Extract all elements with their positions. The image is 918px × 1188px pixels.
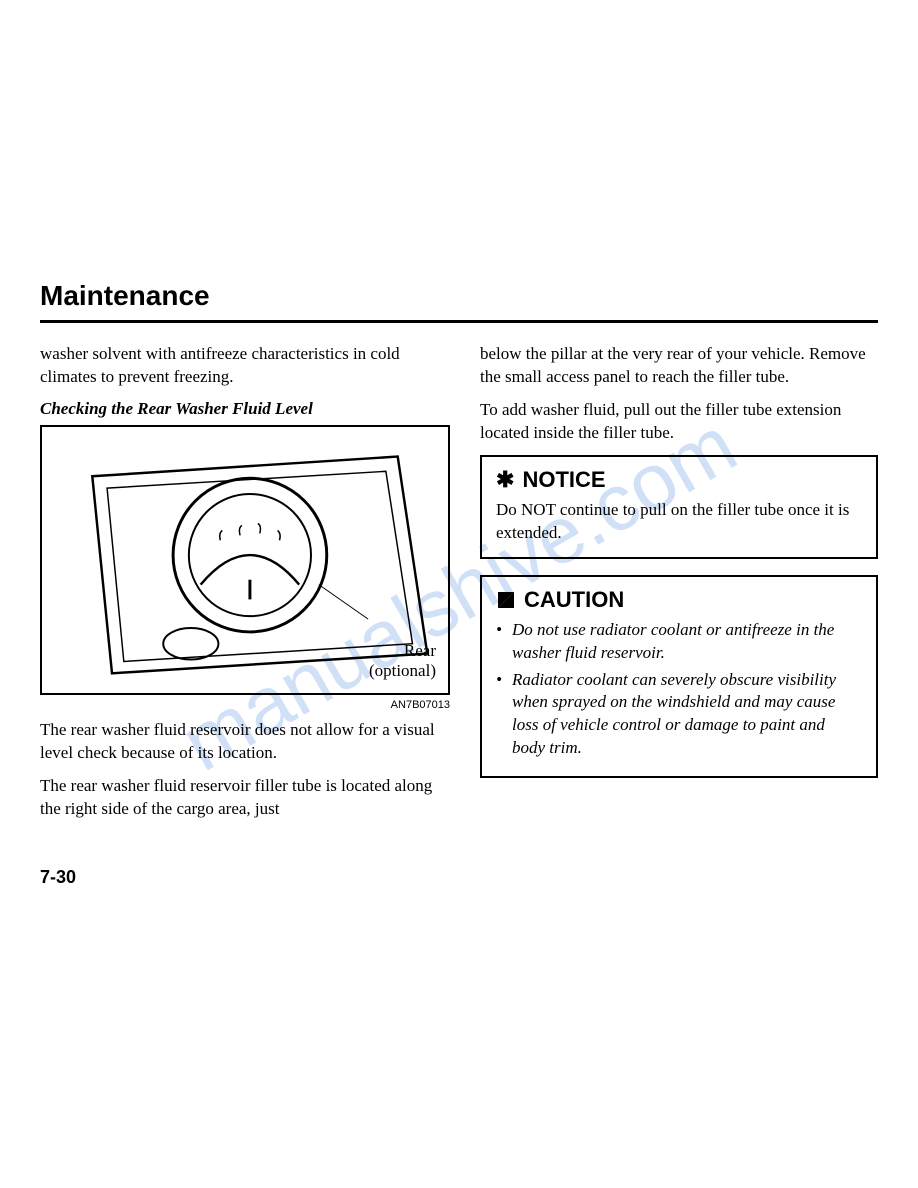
left-column: washer solvent with antifreeze character…: [40, 343, 450, 831]
washer-cap-figure: Rear (optional): [40, 425, 450, 695]
left-para-2: The rear washer fluid reservoir filler t…: [40, 775, 450, 821]
subheading-checking: Checking the Rear Washer Fluid Level: [40, 399, 450, 419]
intro-paragraph: washer solvent with antifreeze character…: [40, 343, 450, 389]
notice-symbol-icon: ✱: [496, 467, 514, 493]
washer-cap-illustration: [42, 427, 448, 693]
page-content: Maintenance washer solvent with antifree…: [40, 280, 878, 831]
left-para-1: The rear washer fluid reservoir does not…: [40, 719, 450, 765]
page-number: 7-30: [40, 867, 76, 888]
right-column: below the pillar at the very rear of you…: [480, 343, 878, 831]
caution-item-2: Radiator coolant can severely obscure vi…: [496, 669, 862, 761]
figure-label-optional: (optional): [369, 661, 436, 681]
figure-code: AN7B07013: [40, 699, 450, 711]
caution-title-row: CAUTION: [496, 587, 862, 613]
caution-title: CAUTION: [524, 587, 624, 613]
two-column-layout: washer solvent with antifreeze character…: [40, 343, 878, 831]
notice-title-row: ✱ NOTICE: [496, 467, 862, 493]
figure-label-rear: Rear: [404, 641, 436, 661]
page-title: Maintenance: [40, 280, 878, 312]
right-para-1: below the pillar at the very rear of you…: [480, 343, 878, 389]
caution-warning-icon: [496, 590, 516, 610]
notice-title: NOTICE: [522, 467, 605, 493]
caution-list: Do not use radiator coolant or antifreez…: [496, 619, 862, 761]
caution-box: CAUTION Do not use radiator coolant or a…: [480, 575, 878, 779]
right-para-2: To add washer fluid, pull out the filler…: [480, 399, 878, 445]
title-divider: [40, 320, 878, 323]
notice-box: ✱ NOTICE Do NOT continue to pull on the …: [480, 455, 878, 559]
caution-item-1: Do not use radiator coolant or antifreez…: [496, 619, 862, 665]
notice-body: Do NOT continue to pull on the filler tu…: [496, 499, 862, 545]
